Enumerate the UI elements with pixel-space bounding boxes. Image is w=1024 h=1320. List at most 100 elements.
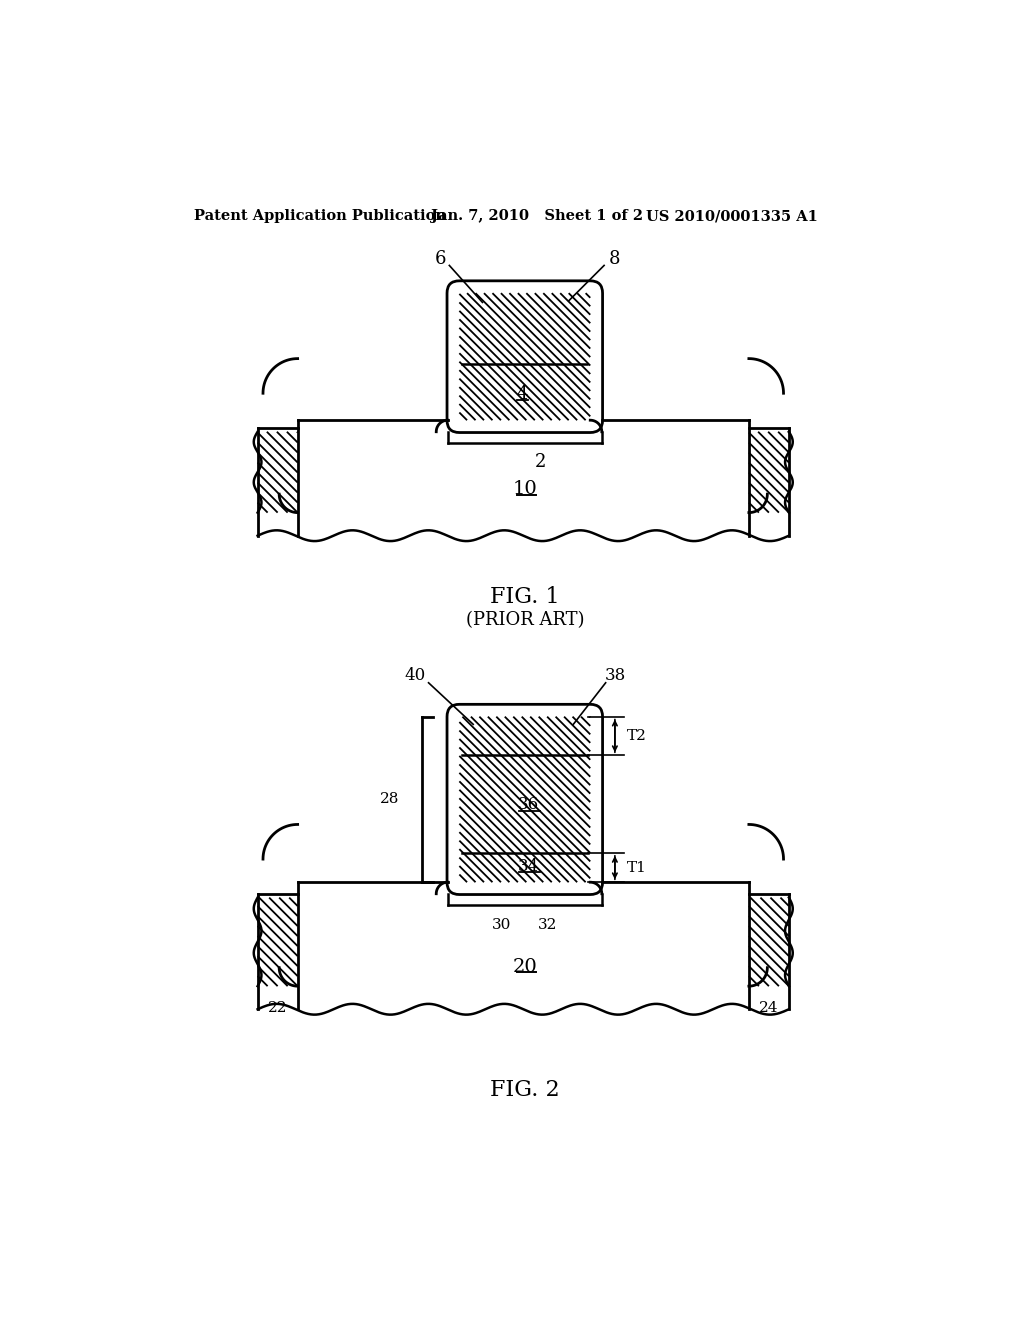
Point bbox=[566, 709, 579, 725]
Point bbox=[528, 285, 541, 301]
Point bbox=[503, 874, 515, 890]
Text: 22: 22 bbox=[268, 1001, 288, 1015]
Line: 2 pts: 2 pts bbox=[460, 841, 501, 882]
Point bbox=[584, 358, 596, 374]
Text: 8: 8 bbox=[609, 251, 621, 268]
Point bbox=[454, 774, 466, 789]
Line: 2 pts: 2 pts bbox=[460, 337, 544, 420]
Point bbox=[520, 285, 532, 301]
Point bbox=[584, 870, 596, 886]
Point bbox=[454, 319, 466, 335]
Point bbox=[584, 408, 596, 424]
Point bbox=[584, 710, 596, 726]
Point bbox=[584, 333, 596, 348]
Line: 2 pts: 2 pts bbox=[586, 293, 590, 298]
Line: 2 pts: 2 pts bbox=[460, 832, 509, 882]
Line: 2 pts: 2 pts bbox=[539, 717, 590, 768]
Line: 2 pts: 2 pts bbox=[535, 293, 590, 348]
Point bbox=[584, 760, 596, 776]
Point bbox=[454, 791, 466, 807]
Point bbox=[584, 290, 596, 306]
Point bbox=[546, 285, 558, 301]
Line: 2 pts: 2 pts bbox=[572, 717, 590, 734]
Line: 2 pts: 2 pts bbox=[497, 717, 590, 810]
Point bbox=[584, 768, 596, 784]
Point bbox=[454, 756, 466, 772]
Text: 34: 34 bbox=[518, 858, 540, 875]
Line: 2 pts: 2 pts bbox=[460, 345, 535, 420]
Point bbox=[465, 709, 477, 725]
Point bbox=[584, 726, 596, 742]
Line: 2 pts: 2 pts bbox=[460, 730, 590, 862]
Text: 2: 2 bbox=[535, 453, 546, 471]
Text: 40: 40 bbox=[404, 667, 425, 684]
Text: (PRIOR ART): (PRIOR ART) bbox=[466, 611, 584, 630]
Point bbox=[469, 412, 481, 428]
Point bbox=[454, 781, 466, 797]
Point bbox=[495, 412, 507, 428]
Line: 2 pts: 2 pts bbox=[460, 756, 586, 882]
Point bbox=[520, 412, 532, 428]
Point bbox=[584, 400, 596, 416]
Point bbox=[554, 412, 566, 428]
Point bbox=[546, 874, 558, 890]
Point bbox=[454, 404, 466, 420]
Line: 2 pts: 2 pts bbox=[475, 293, 590, 408]
Point bbox=[584, 820, 596, 836]
Line: 2 pts: 2 pts bbox=[479, 717, 590, 828]
Point bbox=[538, 874, 550, 890]
Line: 2 pts: 2 pts bbox=[513, 717, 590, 793]
Line: 2 pts: 2 pts bbox=[460, 849, 493, 882]
Text: 10: 10 bbox=[512, 480, 538, 499]
Point bbox=[584, 392, 596, 408]
Point bbox=[584, 718, 596, 734]
Line: 2 pts: 2 pts bbox=[460, 362, 518, 420]
Line: 2 pts: 2 pts bbox=[518, 293, 590, 366]
Point bbox=[454, 799, 466, 814]
Point bbox=[454, 294, 466, 310]
Point bbox=[512, 285, 524, 301]
Point bbox=[454, 346, 466, 362]
Point bbox=[454, 337, 466, 352]
Point bbox=[532, 709, 545, 725]
Text: 24: 24 bbox=[759, 1001, 778, 1015]
Point bbox=[538, 285, 550, 301]
Line: 2 pts: 2 pts bbox=[460, 379, 501, 420]
Point bbox=[571, 285, 584, 301]
Point bbox=[454, 858, 466, 874]
Text: 4: 4 bbox=[516, 384, 527, 403]
Point bbox=[469, 285, 481, 301]
Point bbox=[454, 739, 466, 755]
Line: 2 pts: 2 pts bbox=[568, 293, 590, 314]
Point bbox=[461, 285, 473, 301]
Line: 2 pts: 2 pts bbox=[552, 293, 590, 331]
Line: 2 pts: 2 pts bbox=[460, 858, 484, 882]
Point bbox=[486, 412, 499, 428]
Point bbox=[584, 315, 596, 331]
Line: 2 pts: 2 pts bbox=[509, 293, 590, 374]
Text: 32: 32 bbox=[539, 919, 558, 932]
Line: 2 pts: 2 pts bbox=[460, 774, 568, 882]
Line: 2 pts: 2 pts bbox=[526, 293, 590, 358]
Line: 2 pts: 2 pts bbox=[521, 717, 590, 785]
Point bbox=[584, 341, 596, 356]
Point bbox=[486, 874, 499, 890]
Line: 2 pts: 2 pts bbox=[460, 319, 560, 420]
Line: 2 pts: 2 pts bbox=[484, 293, 590, 400]
Point bbox=[454, 388, 466, 404]
Line: 2 pts: 2 pts bbox=[467, 293, 590, 416]
Point bbox=[538, 412, 550, 428]
Line: 2 pts: 2 pts bbox=[544, 293, 590, 341]
Line: 2 pts: 2 pts bbox=[460, 781, 560, 882]
Line: 2 pts: 2 pts bbox=[560, 293, 590, 323]
Point bbox=[584, 735, 596, 751]
Point bbox=[454, 312, 466, 327]
Line: 2 pts: 2 pts bbox=[547, 717, 590, 760]
Point bbox=[584, 810, 596, 826]
Line: 2 pts: 2 pts bbox=[463, 717, 590, 845]
Point bbox=[454, 850, 466, 866]
Point bbox=[454, 354, 466, 370]
Line: 2 pts: 2 pts bbox=[460, 396, 484, 420]
Point bbox=[503, 412, 515, 428]
Point bbox=[503, 285, 515, 301]
